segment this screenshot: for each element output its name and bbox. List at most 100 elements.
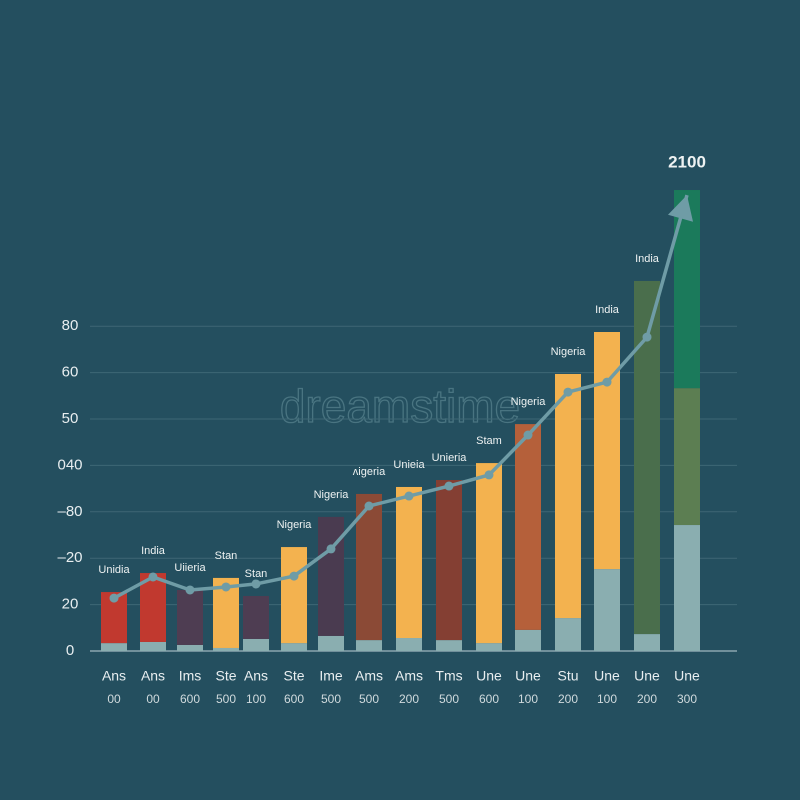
trend-point: [563, 387, 573, 397]
trend-point: [642, 332, 652, 342]
bar: [140, 641, 166, 651]
bar: [281, 643, 307, 651]
x-tick-sublabel: 00: [146, 692, 160, 706]
bar: [101, 643, 127, 651]
y-tick-label: 040: [57, 456, 82, 473]
trend-point: [221, 582, 231, 592]
bar-label: Unieria: [432, 452, 468, 464]
bar-label: Stam: [476, 435, 502, 447]
trend-point: [148, 572, 158, 582]
x-tick-label: Ans: [141, 668, 165, 684]
bar: [356, 640, 382, 651]
x-tick-label: Ste: [215, 668, 236, 684]
x-tick-sublabel: 200: [558, 692, 578, 706]
bar: [177, 644, 203, 651]
x-tick-label: Ans: [102, 668, 126, 684]
x-tick-sublabel: 200: [637, 692, 657, 706]
bar: [674, 525, 700, 651]
bar-label: 2100: [668, 153, 706, 172]
bar-label: India: [141, 545, 166, 557]
x-tick-label: Ams: [355, 668, 383, 684]
bar-label: India: [635, 253, 660, 265]
x-tick-label: Une: [476, 668, 502, 684]
y-tick-label: 0: [66, 642, 74, 659]
x-tick-sublabel: 600: [284, 692, 304, 706]
x-tick-sublabel: 500: [359, 692, 379, 706]
bar-label: Nigeria: [511, 396, 547, 408]
x-tick-label: Ims: [179, 668, 202, 684]
bar-label: Stan: [215, 550, 238, 562]
x-tick-label: Une: [515, 668, 541, 684]
bar: [318, 516, 344, 636]
trend-point: [326, 544, 336, 554]
bar: [634, 634, 660, 651]
trend-point: [484, 470, 494, 480]
bar: [318, 635, 344, 651]
bar: [555, 373, 581, 619]
bar: [476, 643, 502, 651]
bar-label: ʌigeria: [353, 466, 386, 478]
x-tick-label: Ste: [283, 668, 304, 684]
y-tick-label: –80: [57, 503, 82, 520]
bar: [243, 596, 269, 639]
trend-point: [109, 593, 119, 603]
y-tick-label: 20: [62, 596, 79, 613]
bar: [436, 480, 462, 641]
bar: [594, 569, 620, 651]
y-tick-label: –20: [57, 549, 82, 566]
trend-line: [113, 194, 689, 600]
x-tick-sublabel: 600: [180, 692, 200, 706]
x-tick-sublabel: 600: [479, 692, 499, 706]
watermark: dreamstime: [280, 380, 520, 432]
bar: [396, 638, 422, 651]
bar: [515, 424, 541, 630]
x-tick-sublabel: 100: [246, 692, 266, 706]
bar-label: Nigeria: [551, 346, 587, 358]
x-tick-label: Une: [634, 668, 660, 684]
bar-label: Unidia: [98, 564, 130, 576]
x-tick-label: Une: [674, 668, 700, 684]
bar: [555, 618, 581, 651]
x-tick-label: Ime: [319, 668, 343, 684]
trend-point: [523, 430, 533, 440]
x-tick-label: Une: [594, 668, 620, 684]
y-tick-label: 80: [62, 317, 79, 334]
bar: [594, 332, 620, 570]
x-tick-label: Stu: [557, 668, 578, 684]
bar: [140, 573, 166, 642]
x-tick-sublabel: 300: [677, 692, 697, 706]
trend-point: [404, 491, 414, 501]
bar: [436, 640, 462, 651]
x-tick-sublabel: 100: [597, 692, 617, 706]
x-tick-sublabel: 500: [216, 692, 236, 706]
y-tick-label: 50: [62, 410, 79, 427]
bar: [213, 647, 239, 651]
x-tick-sublabel: 500: [439, 692, 459, 706]
trend-point: [444, 481, 454, 491]
bar: [177, 589, 203, 645]
bar: [674, 388, 700, 526]
trend-point: [185, 585, 195, 595]
bar-label: India: [595, 304, 620, 316]
bar: [476, 463, 502, 644]
trend-point: [602, 377, 612, 387]
bar-label: Uiieria: [174, 562, 206, 574]
bar: [515, 629, 541, 651]
x-tick-sublabel: 500: [321, 692, 341, 706]
trend-point: [364, 501, 374, 511]
bar: [243, 638, 269, 651]
trend-point: [251, 579, 261, 589]
bar-label: Nigeria: [277, 519, 313, 531]
x-tick-sublabel: 200: [399, 692, 419, 706]
x-tick-label: Tms: [435, 668, 462, 684]
trend-arrowhead: [667, 195, 694, 222]
x-tick-label: Ans: [244, 668, 268, 684]
x-tick-sublabel: 00: [107, 692, 121, 706]
trend-point: [289, 571, 299, 581]
y-tick-label: 60: [62, 364, 79, 381]
x-tick-label: Ams: [395, 668, 423, 684]
bar-label: Stan: [245, 568, 268, 580]
bar: [396, 486, 422, 639]
bar-label: Unieia: [393, 459, 425, 471]
